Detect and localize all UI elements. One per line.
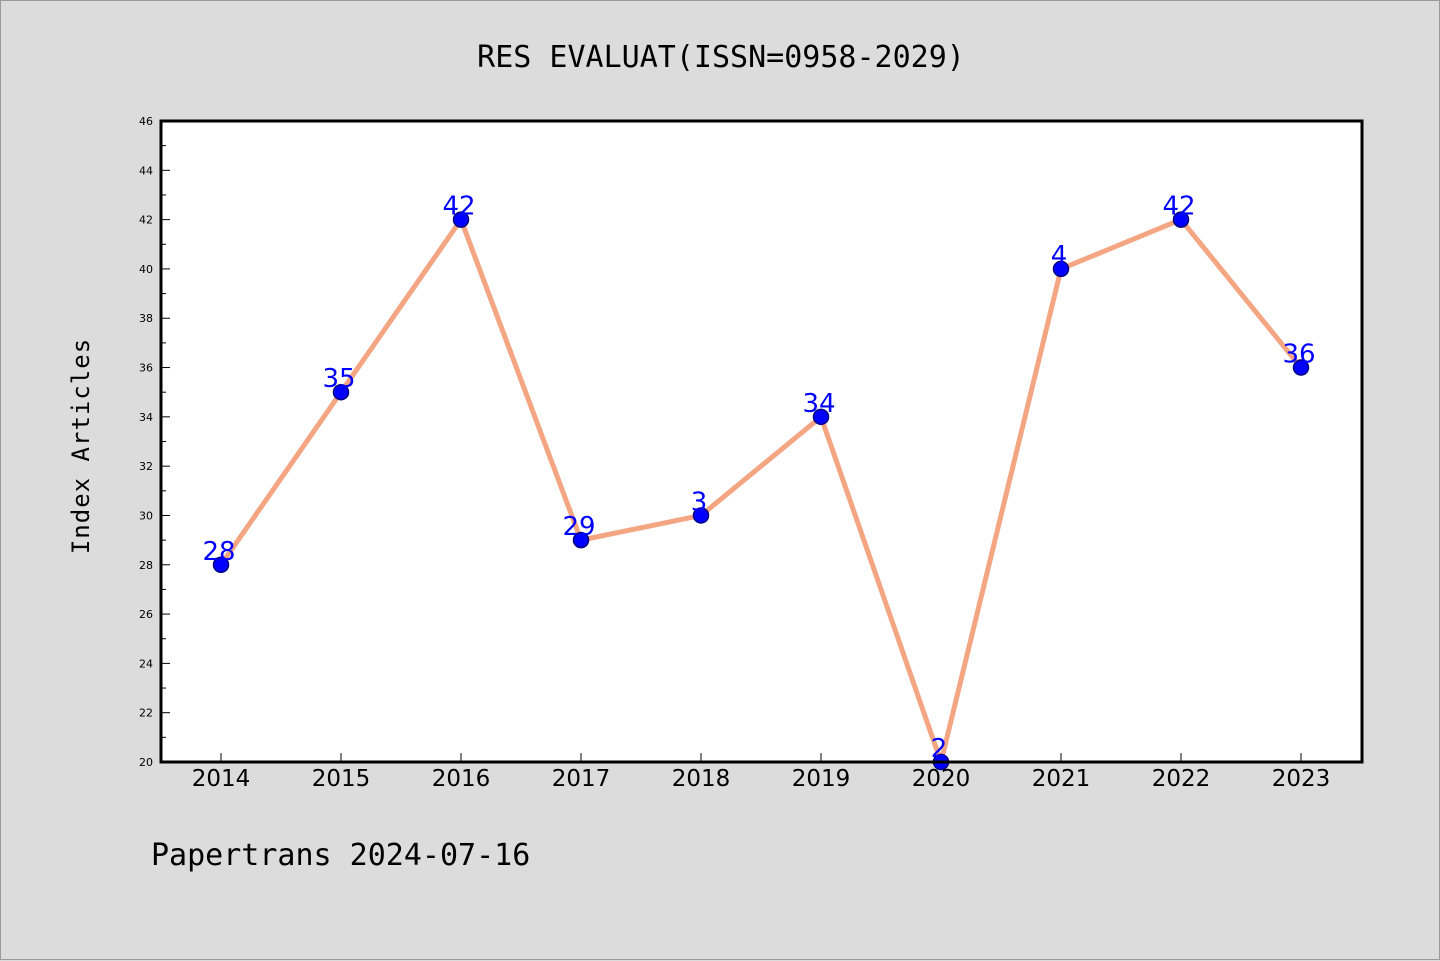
x-tick-label: 2014 [192,766,251,792]
data-point [572,531,590,549]
data-point [332,383,350,401]
data-point [1292,359,1310,376]
data-label: 2 [931,734,948,764]
data-label: 36 [1282,340,1315,370]
data-label: 4 [1051,241,1068,271]
data-point [452,211,470,228]
series-line [218,217,1304,765]
y-tick-label: 36 [139,362,153,375]
plot-border [159,119,1364,764]
data-label: 3 [691,487,708,517]
x-tick-label: 2019 [792,766,851,792]
y-tick-label: 46 [139,115,153,128]
data-point [812,408,830,426]
data-point [1172,211,1190,228]
x-axis: 2014 2015 2016 2017 2018 2019 2020 2021 2022 2023 [192,753,1331,792]
x-tick-label: 2018 [672,766,731,792]
x-tick-label: 2022 [1152,766,1211,792]
data-label: 42 [1162,192,1195,222]
data-label: 35 [322,364,355,394]
y-tick-label: 30 [139,509,153,522]
y-tick-label: 34 [139,411,153,424]
y-tick-label: 24 [139,657,153,670]
x-tick-label: 2017 [552,766,611,792]
data-label: 34 [802,389,835,419]
data-label: 28 [202,537,235,567]
data-markers [212,211,1310,771]
x-tick-label: 2023 [1272,766,1331,792]
y-tick-label: 22 [139,707,153,720]
data-point [692,507,710,524]
data-point [1052,260,1070,278]
x-tick-label: 2015 [312,766,371,792]
data-labels: 28 35 42 29 3 34 2 4 42 36 [202,192,1315,764]
footer-text: Papertrans 2024-07-16 [151,838,530,873]
y-tick-label: 28 [139,559,153,572]
y-tick-label: 38 [139,312,153,325]
y-tick-label: 32 [139,460,153,473]
chart-title: RES EVALUAT(ISSN=0958-2029) [477,40,965,75]
y-axis: 20 22 24 26 28 30 32 34 36 38 40 42 44 46 [139,115,170,769]
y-tick-label: 42 [139,214,153,227]
series-line-group [218,217,1304,765]
y-axis-label: Index Articles [67,338,95,554]
data-label: 29 [562,512,595,542]
x-tick-label: 2016 [432,766,491,792]
data-label: 42 [442,192,475,222]
y-tick-label: 40 [139,263,153,276]
data-point [212,556,230,574]
y-tick-label: 26 [139,608,153,621]
y-tick-label: 44 [139,164,153,177]
y-tick-label: 20 [139,756,153,769]
x-tick-label: 2020 [912,766,971,792]
x-tick-label: 2021 [1032,766,1091,792]
